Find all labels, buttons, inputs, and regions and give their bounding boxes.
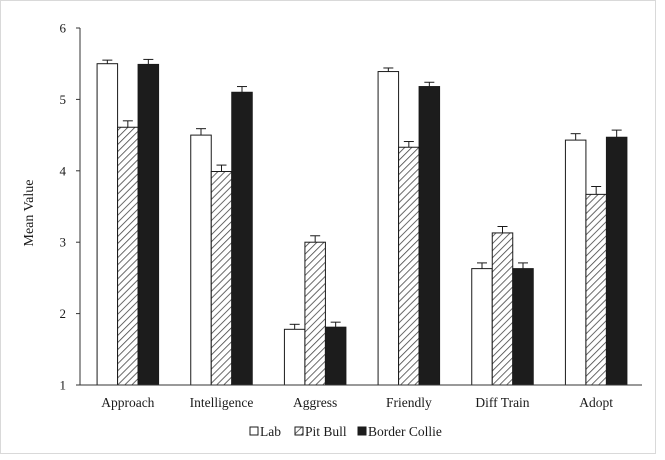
bar-border-collie-diff-train [512,268,534,386]
y-tick-label: 6 [60,21,67,36]
bar-pit-bull-aggress [304,241,326,386]
x-axis-labels: Approach Intelligence Aggress Friendly Diff … [101,395,613,410]
legend-label: Pit Bull [305,424,347,439]
bar-border-collie-intelligence [231,91,253,386]
y-tick-label: 1 [60,378,67,393]
bar-border-collie-aggress [324,326,347,386]
bar-lab-adopt [564,139,587,386]
bar-lab-approach [96,63,119,386]
legend-swatch-border-collie [357,426,367,436]
bar-border-collie-adopt [605,136,628,386]
bar-pit-bull-diff-train [491,232,514,386]
bar-series-group [96,58,628,386]
y-tick-label: 3 [60,235,67,250]
bar-pit-bull-friendly [398,146,420,386]
bar-pit-bull-adopt [585,193,607,386]
bar-lab-diff-train [471,268,493,386]
y-axis-title: Mean Value [22,180,37,247]
x-tick-label: Approach [101,395,154,410]
y-tick-label: 4 [60,163,67,178]
legend-swatch-pit-bull [294,426,304,436]
bar-border-collie-approach [137,63,160,386]
x-tick-label: Intelligence [190,395,254,410]
bar-pit-bull-approach [117,126,139,386]
x-tick-label: Adopt [579,395,613,410]
chart-frame [0,0,656,454]
y-tick-label: 2 [60,306,67,321]
x-tick-label: Friendly [386,395,432,410]
bar-lab-aggress [283,328,306,386]
legend-label: Border Collie [368,424,442,439]
bar-pit-bull-intelligence [210,171,233,386]
bar-lab-friendly [377,71,400,386]
legend: Lab Pit Bull Border Collie [249,424,442,439]
legend-swatch-lab [249,426,259,436]
legend-label: Lab [260,424,281,439]
y-axis-ticks: 1 2 3 4 5 6 [60,21,80,393]
bar-border-collie-friendly [418,86,441,386]
x-tick-label: Aggress [293,395,337,410]
y-tick-label: 5 [60,92,67,107]
bar-lab-intelligence [190,134,212,386]
x-tick-label: Diff Train [475,395,529,410]
